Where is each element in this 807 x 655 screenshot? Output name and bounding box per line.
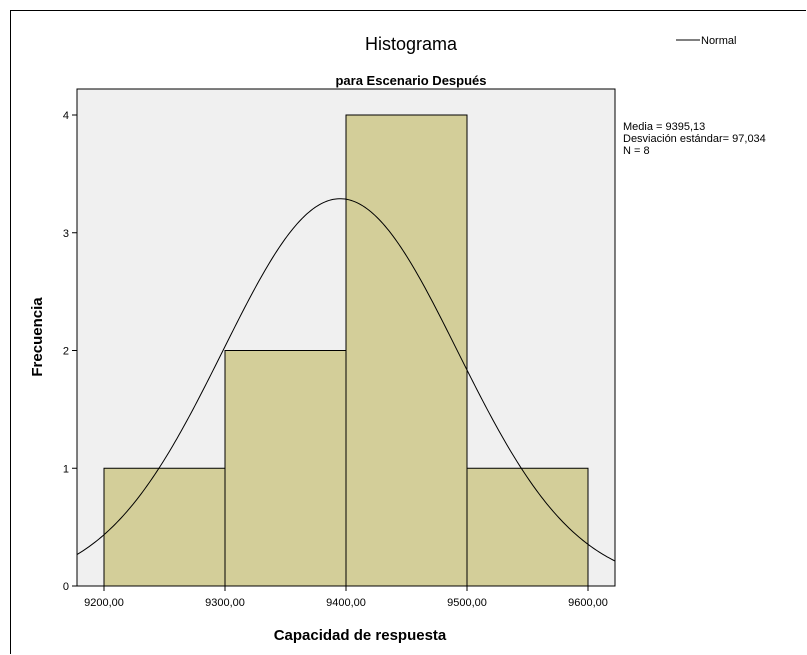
y-tick-label: 0 bbox=[63, 581, 69, 593]
y-tick-label: 2 bbox=[63, 346, 69, 358]
x-tick-label: 9300,00 bbox=[205, 597, 245, 609]
normal-curve bbox=[76, 198, 616, 562]
axes: 0 1 2 3 4 9200,00 9300,00 9400,00 9500,00 9600,00 bbox=[63, 110, 608, 609]
x-tick-label: 9600,00 bbox=[568, 597, 608, 609]
legend-label: Normal bbox=[701, 35, 736, 47]
histogram-bar bbox=[224, 350, 347, 587]
stats-box: Media = 9395,13 Desviación estándar= 97,… bbox=[623, 121, 766, 157]
x-axis-title: Capacidad de respuesta bbox=[274, 627, 447, 644]
histogram-bar bbox=[345, 114, 468, 587]
bars bbox=[103, 114, 589, 587]
y-tick-label: 1 bbox=[63, 463, 69, 475]
y-axis-title: Frecuencia bbox=[29, 297, 46, 377]
chart-subtitle: para Escenario Después bbox=[335, 73, 486, 88]
y-tick-label: 4 bbox=[63, 110, 69, 122]
stat-std-dev: Desviación estándar= 97,034 bbox=[623, 133, 766, 145]
chart-title: Histograma bbox=[365, 34, 458, 54]
stat-mean: Media = 9395,13 bbox=[623, 121, 705, 133]
histogram-bar bbox=[103, 467, 226, 587]
y-tick-label: 3 bbox=[63, 228, 69, 240]
x-tick-label: 9400,00 bbox=[326, 597, 366, 609]
chart-frame bbox=[10, 10, 806, 654]
legend: Normal bbox=[676, 35, 736, 47]
x-tick-label: 9200,00 bbox=[84, 597, 124, 609]
histogram-bar bbox=[466, 467, 589, 587]
x-tick-label: 9500,00 bbox=[447, 597, 487, 609]
stat-n: N = 8 bbox=[623, 145, 650, 157]
